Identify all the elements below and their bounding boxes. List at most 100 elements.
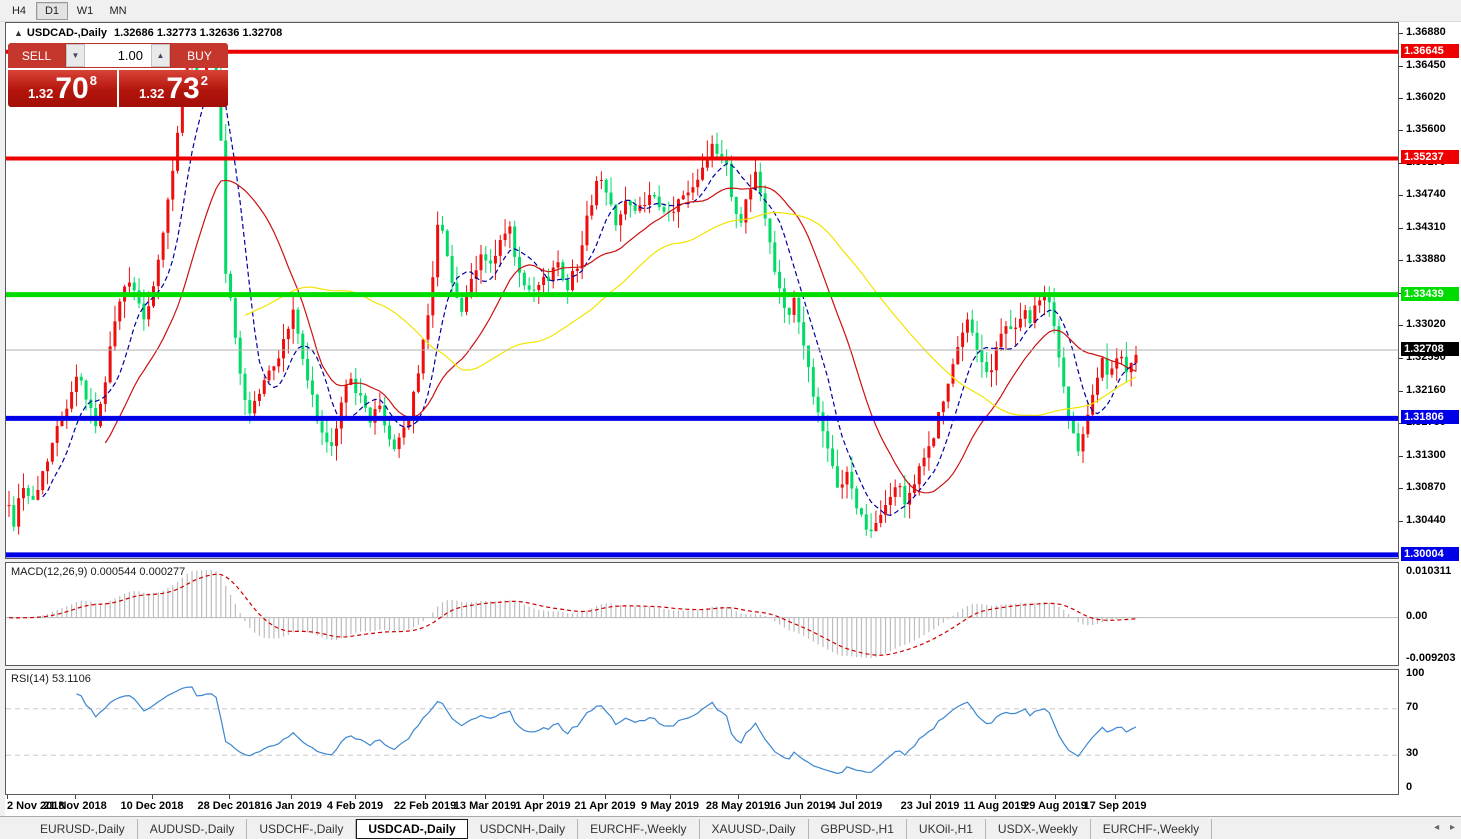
date-tick-label: 2 Nov 2018 [7,800,65,812]
rsi-scale-label: 30 [1406,747,1419,759]
price-tick-label: 1.34740 [1406,188,1446,200]
chart-title: ▲ USDCAD-,Daily 1.32686 1.32773 1.32636 1.… [14,27,282,39]
sell-button[interactable]: SELL [8,43,65,68]
chart-tab-bar: EURUSD-,Daily AUDUSD-,Daily USDCHF-,Daily U… [0,816,1461,839]
chart-tab-usdcnh-daily[interactable]: USDCNH-,Daily [468,818,579,839]
date-tick-label: 13 Mar 2019 [453,800,517,812]
one-click-trading-panel: SELL ▼ 1.00 ▲ BUY 1.32 70 8 1.32 73 2 [8,43,228,107]
level-price-badge: 1.30004 [1401,547,1459,561]
price-tick-mark [1399,33,1403,34]
macd-scale-label: 0.010311 [1406,565,1452,577]
price-tick-label: 1.36880 [1406,26,1446,38]
price-tick-mark [1399,456,1403,457]
rsi-scale-label: 0 [1406,781,1413,793]
buy-button[interactable]: BUY [171,43,228,68]
collapse-quotes-arrow-icon[interactable]: ▲ [14,28,23,38]
date-tick-label: 17 Sep 2019 [1083,800,1147,812]
timeframe-button-w1[interactable]: W1 [69,1,101,20]
date-tick-mark [425,795,426,799]
price-tick-label: 1.34310 [1406,221,1446,233]
chart-tab-usdx-weekly[interactable]: USDX-,Weekly [986,818,1091,839]
date-tick-label: 9 May 2019 [640,800,700,812]
timeframe-button-d1[interactable]: D1 [36,1,68,20]
chart-tab-usdchf-daily[interactable]: USDCHF-,Daily [247,818,357,839]
buy-price-pip: 2 [200,73,208,88]
price-tick-mark [1399,260,1403,261]
price-tick-label: 1.30870 [1406,481,1446,493]
price-tick-mark [1399,130,1403,131]
rsi-indicator-pane: RSI(14) 53.1106 [5,669,1399,795]
price-tick-label: 1.31300 [1406,449,1446,461]
chart-tab-eurusd-daily[interactable]: EURUSD-,Daily [28,818,138,839]
volume-increase-button[interactable]: ▲ [151,44,170,67]
macd-scale-label: -0.009203 [1406,652,1456,664]
date-tick-mark [229,795,230,799]
date-tick-label: 16 Jun 2019 [768,800,832,812]
date-tick-label: 23 Jul 2019 [900,800,960,812]
price-tick-mark [1399,325,1403,326]
date-tick-mark [7,795,8,799]
tab-scroll-controls: ◂ ▸ [1426,822,1455,833]
date-tick-label: 21 Nov 2018 [43,800,107,812]
sell-price-prefix: 1.32 [28,86,54,101]
date-tick-mark [1055,795,1056,799]
chart-tab-xauusd-daily[interactable]: XAUUSD-,Daily [700,818,809,839]
price-tick-mark [1399,98,1403,99]
date-tick-label: 10 Dec 2018 [120,800,184,812]
rsi-scale-label: 70 [1406,701,1419,713]
date-tick-mark [355,795,356,799]
date-tick-mark [738,795,739,799]
macd-label: MACD(12,26,9) 0.000544 0.000277 [11,566,186,578]
date-tick-label: 4 Feb 2019 [326,800,384,812]
main-price-pane [5,22,1399,559]
buy-price-main: 73 [166,71,200,105]
chart-tab-eurchf-weekly[interactable]: EURCHF-,Weekly [578,818,700,839]
chart-ohlc-values: 1.32686 1.32773 1.32636 1.32708 [114,27,283,39]
date-tick-mark [930,795,931,799]
chart-window: MACD(12,26,9) 0.000544 0.000277 RSI(14) … [5,22,1461,816]
date-tick-mark [1115,795,1116,799]
chart-tab-eurchf-weekly[interactable]: EURCHF-,Weekly [1091,818,1213,839]
date-tick-mark [152,795,153,799]
date-tick-label: 28 May 2019 [705,800,771,812]
price-tick-mark [1399,391,1403,392]
volume-input[interactable]: 1.00 [117,48,143,63]
price-tick-mark [1399,521,1403,522]
level-price-badge: 1.35237 [1401,150,1459,164]
chart-tab-audusd-daily[interactable]: AUDUSD-,Daily [138,818,248,839]
chart-symbol-label: USDCAD-,Daily [26,27,107,39]
macd-canvas[interactable] [6,563,1398,665]
price-tick-label: 1.35600 [1406,123,1446,135]
chart-tab-usdcad-daily[interactable]: USDCAD-,Daily [356,818,468,839]
date-tick-mark [543,795,544,799]
price-axis[interactable]: 1.368801.364501.360201.356001.351701.347… [1399,22,1461,816]
timeframe-button-group: H4 D1 W1 MN [3,1,135,20]
date-tick-label: 21 Apr 2019 [574,800,636,812]
tabs-scroll-right-icon[interactable]: ▸ [1449,822,1455,833]
price-tick-label: 1.33020 [1406,318,1446,330]
date-tick-mark [856,795,857,799]
chart-tab-gbpusd-h1[interactable]: GBPUSD-,H1 [809,818,907,839]
current-price-badge: 1.32708 [1401,342,1459,356]
timeframe-button-mn[interactable]: MN [102,1,134,20]
main-chart-canvas[interactable] [6,23,1398,558]
price-tick-label: 1.36450 [1406,59,1446,71]
time-axis[interactable]: 2 Nov 2018 21 Nov 2018 10 Dec 2018 28 Dec 2… [5,795,1399,816]
sell-price-button[interactable]: 1.32 70 8 [8,70,117,107]
date-tick-mark [670,795,671,799]
chart-tab-ukoil-h1[interactable]: UKOil-,H1 [907,818,986,839]
price-tick-mark [1399,66,1403,67]
rsi-canvas[interactable] [6,670,1398,794]
level-price-badge: 1.31806 [1401,410,1459,424]
buy-price-prefix: 1.32 [139,86,165,101]
volume-decrease-button[interactable]: ▼ [66,44,85,67]
sell-price-pip: 8 [89,73,97,88]
tabs-scroll-left-icon[interactable]: ◂ [1434,822,1440,833]
date-tick-label: 16 Jan 2019 [260,800,322,812]
buy-price-button[interactable]: 1.32 73 2 [119,70,228,107]
price-tick-mark [1399,488,1403,489]
timeframe-toolbar: H4 D1 W1 MN [0,0,1461,22]
date-tick-label: 28 Dec 2018 [197,800,261,812]
timeframe-button-h4[interactable]: H4 [3,1,35,20]
